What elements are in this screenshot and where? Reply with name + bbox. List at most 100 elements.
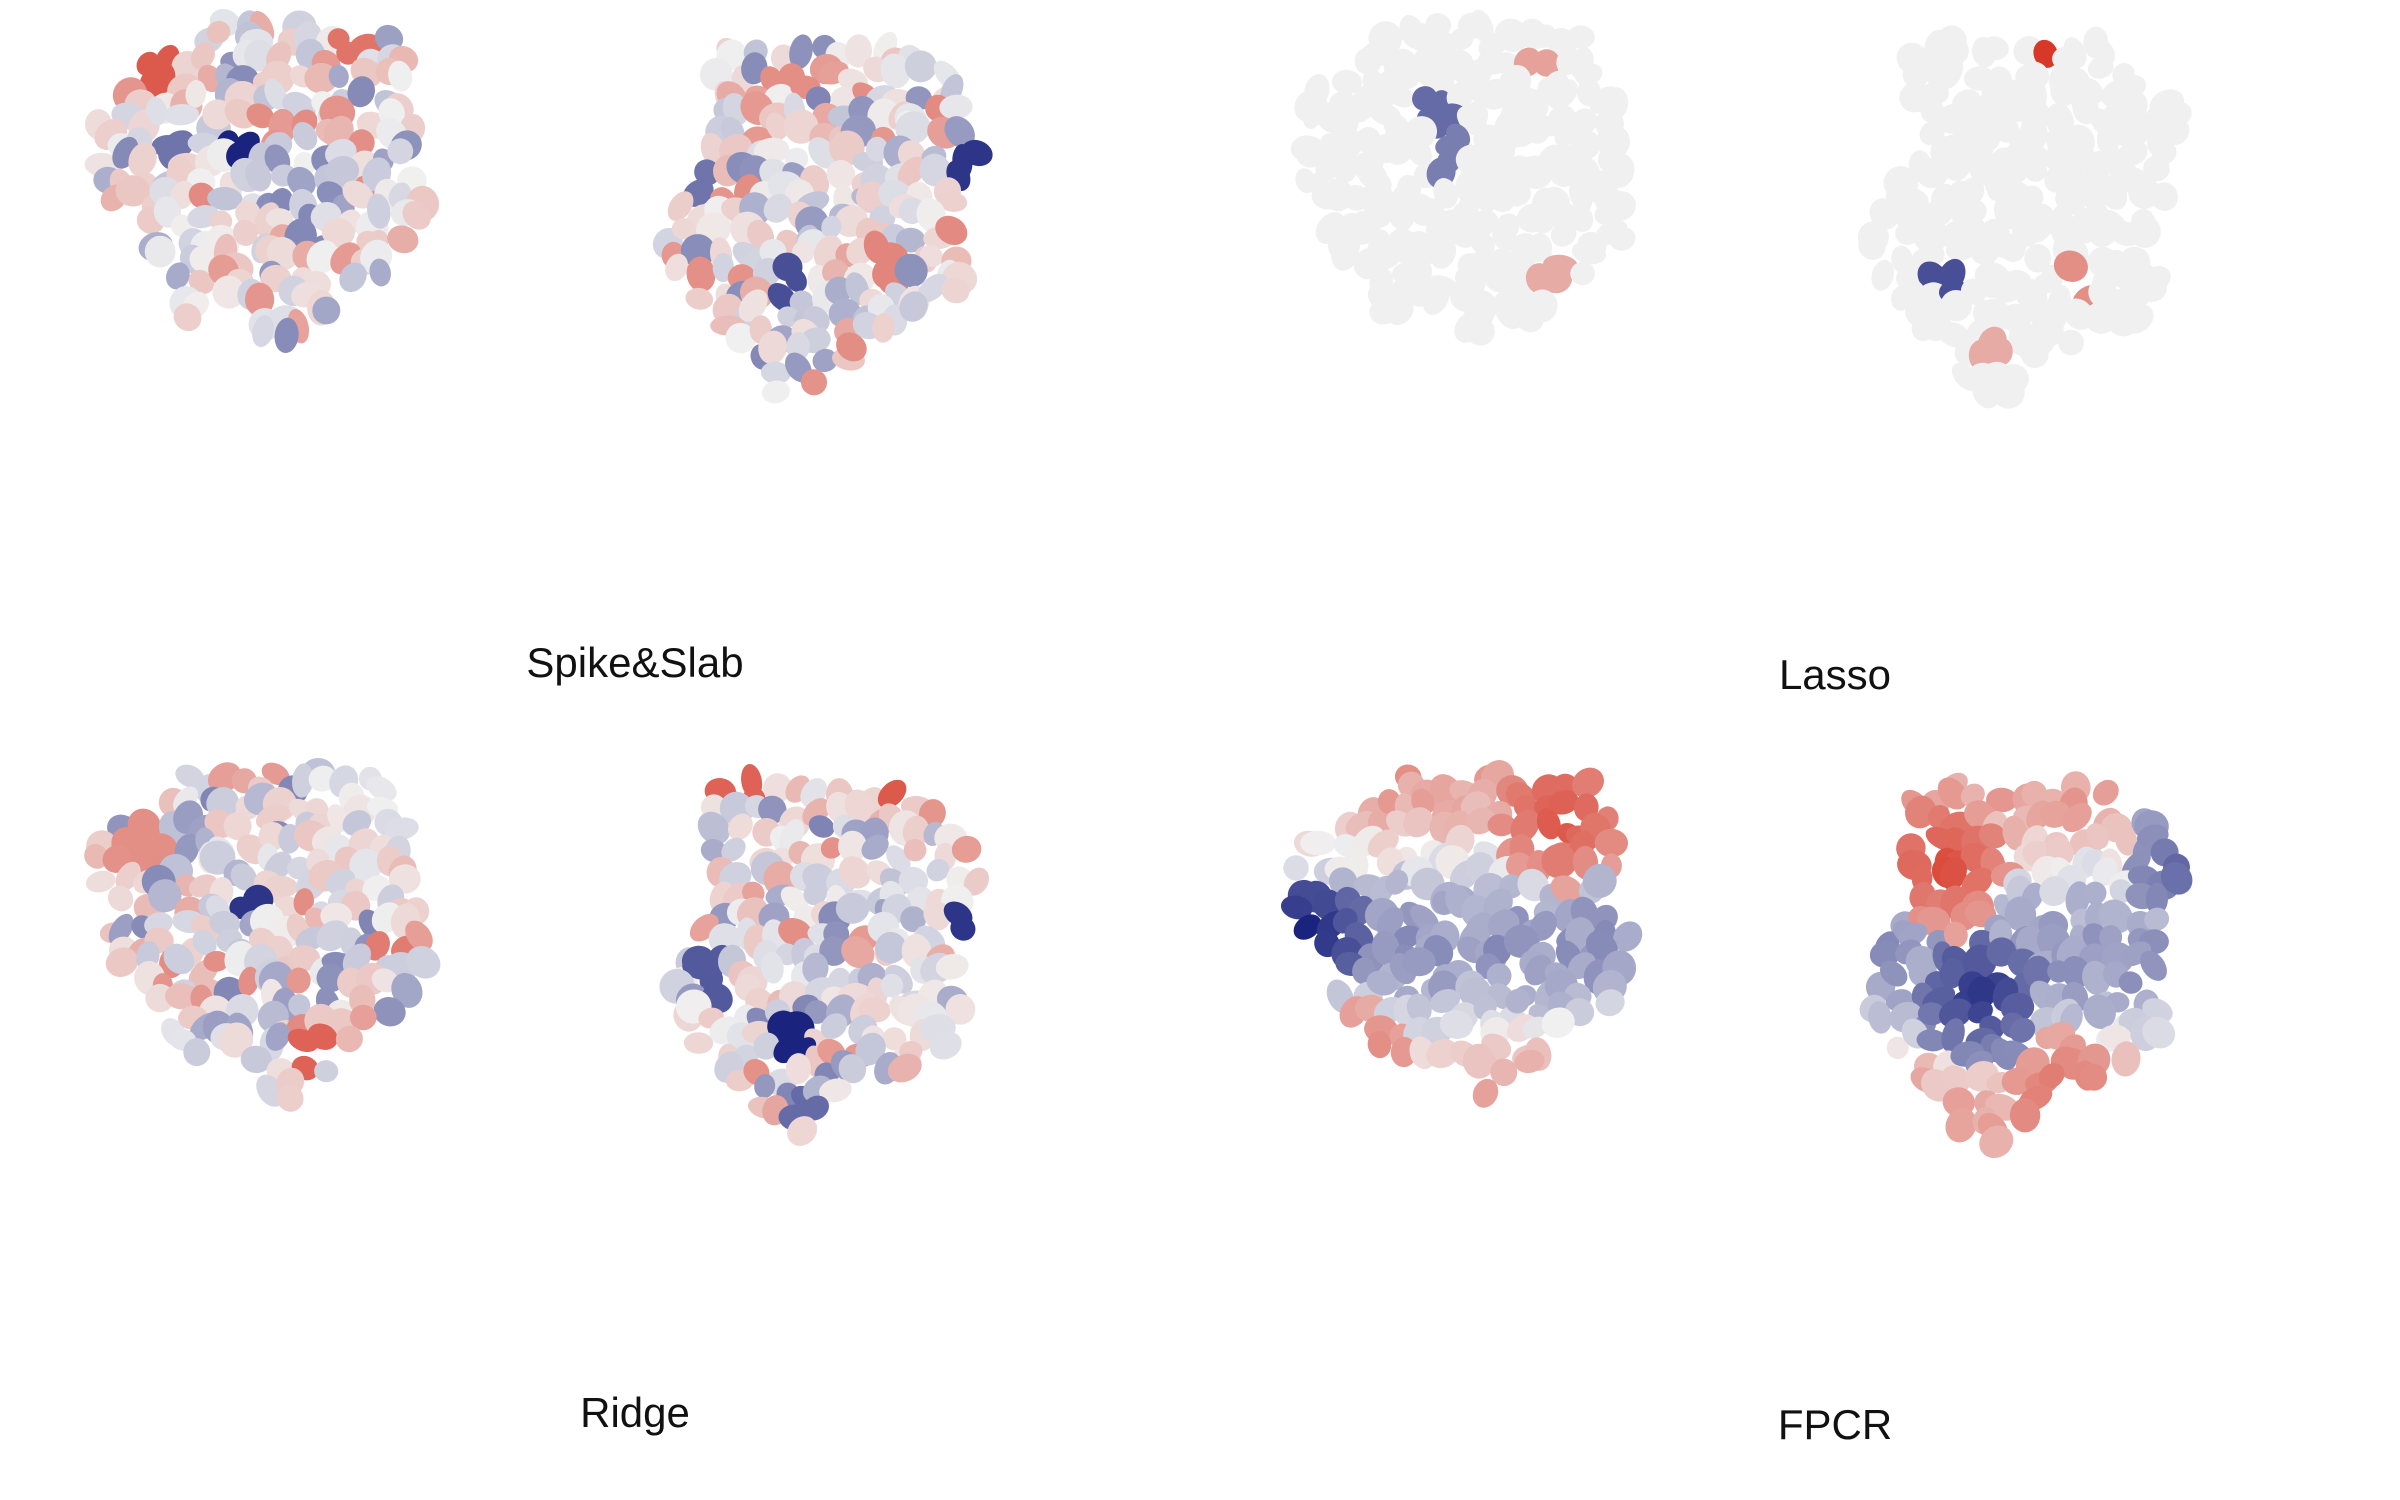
parcel	[1510, 809, 1540, 843]
parcel	[685, 287, 714, 310]
parcel	[223, 812, 252, 841]
parcel	[1939, 56, 1964, 89]
parcel	[2039, 876, 2070, 907]
parcel	[206, 20, 231, 44]
parcel	[2087, 56, 2114, 79]
parcel	[1470, 9, 1494, 44]
parcel	[1406, 993, 1432, 1023]
parcel	[2024, 243, 2052, 273]
parcel	[2092, 779, 2119, 806]
flatmap-right	[1859, 771, 2193, 1159]
parcel	[1283, 855, 1309, 881]
parcel	[1550, 875, 1584, 904]
parcel	[763, 193, 792, 223]
parcel	[789, 34, 813, 70]
parcel	[347, 76, 376, 108]
parcel	[304, 62, 339, 94]
parcel	[844, 789, 875, 824]
parcel	[207, 186, 243, 211]
parcel	[2150, 182, 2179, 211]
parcel	[754, 1073, 776, 1099]
parcel	[192, 930, 217, 956]
parcel	[1439, 1010, 1474, 1039]
parcel	[1528, 205, 1556, 234]
parcel	[808, 815, 835, 838]
parcel	[2001, 1067, 2034, 1095]
parcel	[819, 1078, 852, 1103]
parcel	[1937, 777, 1968, 810]
parcel	[2083, 994, 2116, 1029]
parcel	[2044, 166, 2070, 193]
parcel	[366, 776, 397, 802]
parcel	[1405, 137, 1432, 167]
parcel	[1871, 259, 1894, 291]
parcel	[1472, 1078, 1499, 1108]
parcel	[838, 856, 871, 889]
parcel	[328, 64, 349, 88]
parcel	[246, 103, 275, 129]
parcel	[384, 817, 419, 841]
parcel	[336, 41, 360, 65]
parcel	[245, 282, 275, 317]
parcel	[1505, 988, 1530, 1014]
parcel	[314, 1060, 339, 1083]
parcel	[963, 867, 990, 896]
flatmap-left	[84, 757, 441, 1112]
parcel	[1594, 204, 1618, 225]
parcel	[163, 943, 195, 975]
parcel	[1518, 155, 1553, 190]
parcel	[235, 200, 261, 226]
parcel	[292, 763, 314, 798]
parcel	[307, 1023, 338, 1050]
parcel	[1501, 179, 1531, 207]
parcel	[2126, 111, 2153, 146]
parcel	[725, 322, 756, 354]
parcel	[923, 900, 951, 931]
parcel	[1922, 81, 1949, 105]
parcel	[391, 972, 423, 1008]
parcel	[835, 892, 870, 924]
parcel	[1387, 196, 1415, 231]
parcel	[1446, 123, 1471, 149]
parcel	[218, 1022, 254, 1058]
parcel	[2160, 861, 2193, 895]
parcel	[727, 813, 753, 841]
parcel	[1940, 857, 1967, 890]
parcel	[820, 837, 844, 859]
parcel	[1570, 261, 1595, 286]
parcel	[2140, 950, 2167, 981]
panel-lasso	[1290, 9, 2192, 409]
parcel	[785, 267, 807, 293]
panel-ridge	[84, 757, 990, 1146]
parcel	[286, 967, 311, 994]
parcel	[1515, 305, 1544, 333]
parcel	[105, 947, 139, 977]
parcel	[951, 835, 982, 863]
parcel	[753, 1032, 780, 1060]
parcel	[2111, 1041, 2141, 1077]
parcel	[1348, 218, 1374, 245]
parcel	[230, 863, 257, 891]
parcel	[763, 773, 793, 803]
parcel	[324, 155, 360, 187]
parcel	[2009, 1018, 2036, 1043]
parcel	[837, 830, 868, 863]
parcel	[1426, 1039, 1459, 1069]
parcel	[1939, 958, 1965, 989]
parcel	[1915, 158, 1949, 189]
parcel	[1293, 914, 1322, 940]
parcel	[1450, 27, 1474, 50]
parcel	[1465, 912, 1495, 945]
parcel	[1594, 828, 1628, 858]
parcel	[1980, 36, 2009, 61]
parcel	[1486, 963, 1512, 989]
parcel	[339, 262, 367, 293]
parcel	[233, 219, 258, 246]
parcel	[1446, 81, 1474, 110]
caption-ridge: Ridge	[580, 1389, 690, 1436]
parcel	[2016, 209, 2052, 243]
parcel	[1524, 954, 1553, 986]
parcel	[1366, 970, 1398, 996]
parcel	[800, 369, 828, 396]
